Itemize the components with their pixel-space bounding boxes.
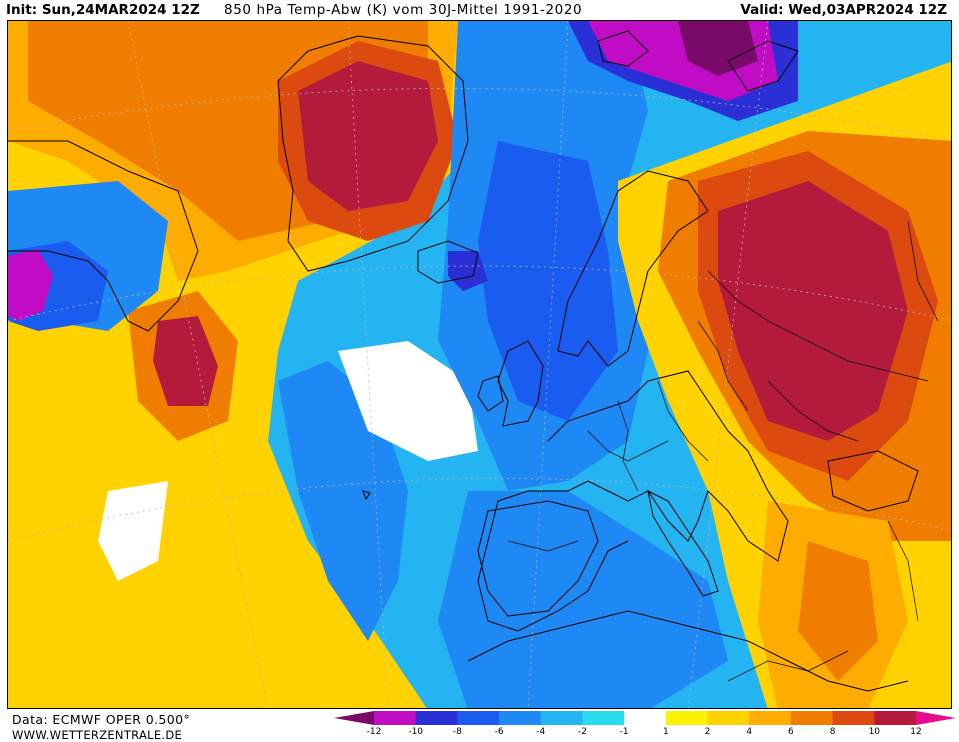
color-scale-bin bbox=[457, 711, 500, 725]
color-scale-bin bbox=[540, 711, 583, 725]
map-title: 850 hPa Temp-Abw (K) vom 30J-Mittel 1991… bbox=[224, 2, 583, 18]
coastline-iberia bbox=[477, 500, 599, 617]
coastlines bbox=[8, 30, 919, 692]
color-scale-tick-label: 4 bbox=[746, 727, 753, 737]
color-scale-bin bbox=[665, 711, 709, 725]
valid-time: Valid: Wed,03APR2024 12Z bbox=[740, 2, 947, 18]
color-scale-low-arrow bbox=[334, 711, 374, 725]
neutral-zone-atlantic bbox=[338, 341, 478, 461]
color-scale-bin bbox=[374, 711, 417, 725]
color-scale-tick-label: 1 bbox=[662, 727, 669, 737]
warm-anomaly-russia-core bbox=[718, 181, 908, 441]
color-scale-tick-label: 12 bbox=[910, 727, 922, 737]
color-scale-bin bbox=[832, 711, 875, 725]
color-scale-bin bbox=[790, 711, 834, 725]
coastline-azores bbox=[362, 490, 371, 501]
coastline-svalbard bbox=[597, 30, 649, 67]
coastline-north-africa bbox=[467, 610, 909, 692]
coastline-ireland bbox=[477, 375, 504, 412]
color-scale-tick-label: 2 bbox=[704, 727, 711, 737]
color-scale-tick-label: 6 bbox=[788, 727, 794, 737]
color-scale-bin bbox=[707, 711, 750, 725]
warm-anomaly-greenland-core bbox=[298, 61, 438, 211]
color-scale-bin bbox=[749, 711, 792, 725]
coastline-italy bbox=[647, 490, 719, 597]
website-label: WWW.WETTERZENTRALE.DE bbox=[12, 728, 183, 742]
temperature-anomaly-map bbox=[7, 20, 952, 709]
color-scale-bin bbox=[499, 711, 542, 725]
coastline-europe bbox=[477, 370, 789, 632]
color-scale-tick-label: -6 bbox=[494, 727, 504, 737]
color-scale-tick-label: -8 bbox=[452, 727, 462, 737]
coastline-scandinavia bbox=[557, 170, 709, 367]
cold-anomaly-north-sea-peak bbox=[448, 251, 488, 291]
color-scale-bin bbox=[582, 711, 625, 725]
color-scale-tick-label: -12 bbox=[366, 727, 382, 737]
color-scale-bin bbox=[624, 711, 667, 725]
color-scale-tick-label: -4 bbox=[536, 727, 546, 737]
cold-anomaly-canada-peak bbox=[8, 249, 53, 321]
coastline-novaya-zemlya bbox=[727, 40, 799, 92]
warm-anomaly-balkans-core bbox=[798, 541, 878, 681]
graticule bbox=[8, 21, 951, 708]
country-borders bbox=[507, 220, 939, 682]
cold-anomaly-scandinavia-core bbox=[478, 141, 618, 421]
color-scale-bar bbox=[334, 711, 956, 725]
warm-anomaly-labrador-core bbox=[153, 316, 218, 406]
color-scale-bin bbox=[415, 711, 458, 725]
coastline-british-isles bbox=[497, 340, 544, 427]
map-canvas bbox=[8, 21, 951, 708]
coastline-canada bbox=[8, 140, 199, 332]
color-scale-tick-label: 10 bbox=[868, 727, 881, 737]
init-time: Init: Sun,24MAR2024 12Z bbox=[6, 2, 200, 18]
neutral-zone-sw-atlantic bbox=[98, 481, 168, 581]
color-scale-tick-label: 8 bbox=[829, 727, 836, 737]
coastline-iceland bbox=[417, 240, 479, 284]
color-scale-tick-label: -10 bbox=[408, 727, 424, 737]
color-scale-high-arrow bbox=[916, 711, 956, 725]
cold-anomaly-barents-peak bbox=[678, 21, 758, 76]
color-scale-ticks: -12 -10 -8 -6 -4 -2 -1 1 2 4 6 8 10 12 bbox=[334, 727, 956, 739]
coastline-greenland bbox=[277, 35, 469, 272]
color-scale-bins bbox=[374, 711, 917, 725]
map-header: Init: Sun,24MAR2024 12Z 850 hPa Temp-Abw… bbox=[0, 0, 959, 20]
data-source: Data: ECMWF OPER 0.500° bbox=[12, 712, 191, 727]
color-scale-tick-label: -2 bbox=[577, 727, 587, 737]
color-scale-bin bbox=[874, 711, 917, 725]
color-scale-tick-label: -1 bbox=[619, 727, 629, 737]
cold-anomaly-iberia bbox=[438, 491, 728, 708]
coastline-black-sea bbox=[827, 450, 919, 512]
